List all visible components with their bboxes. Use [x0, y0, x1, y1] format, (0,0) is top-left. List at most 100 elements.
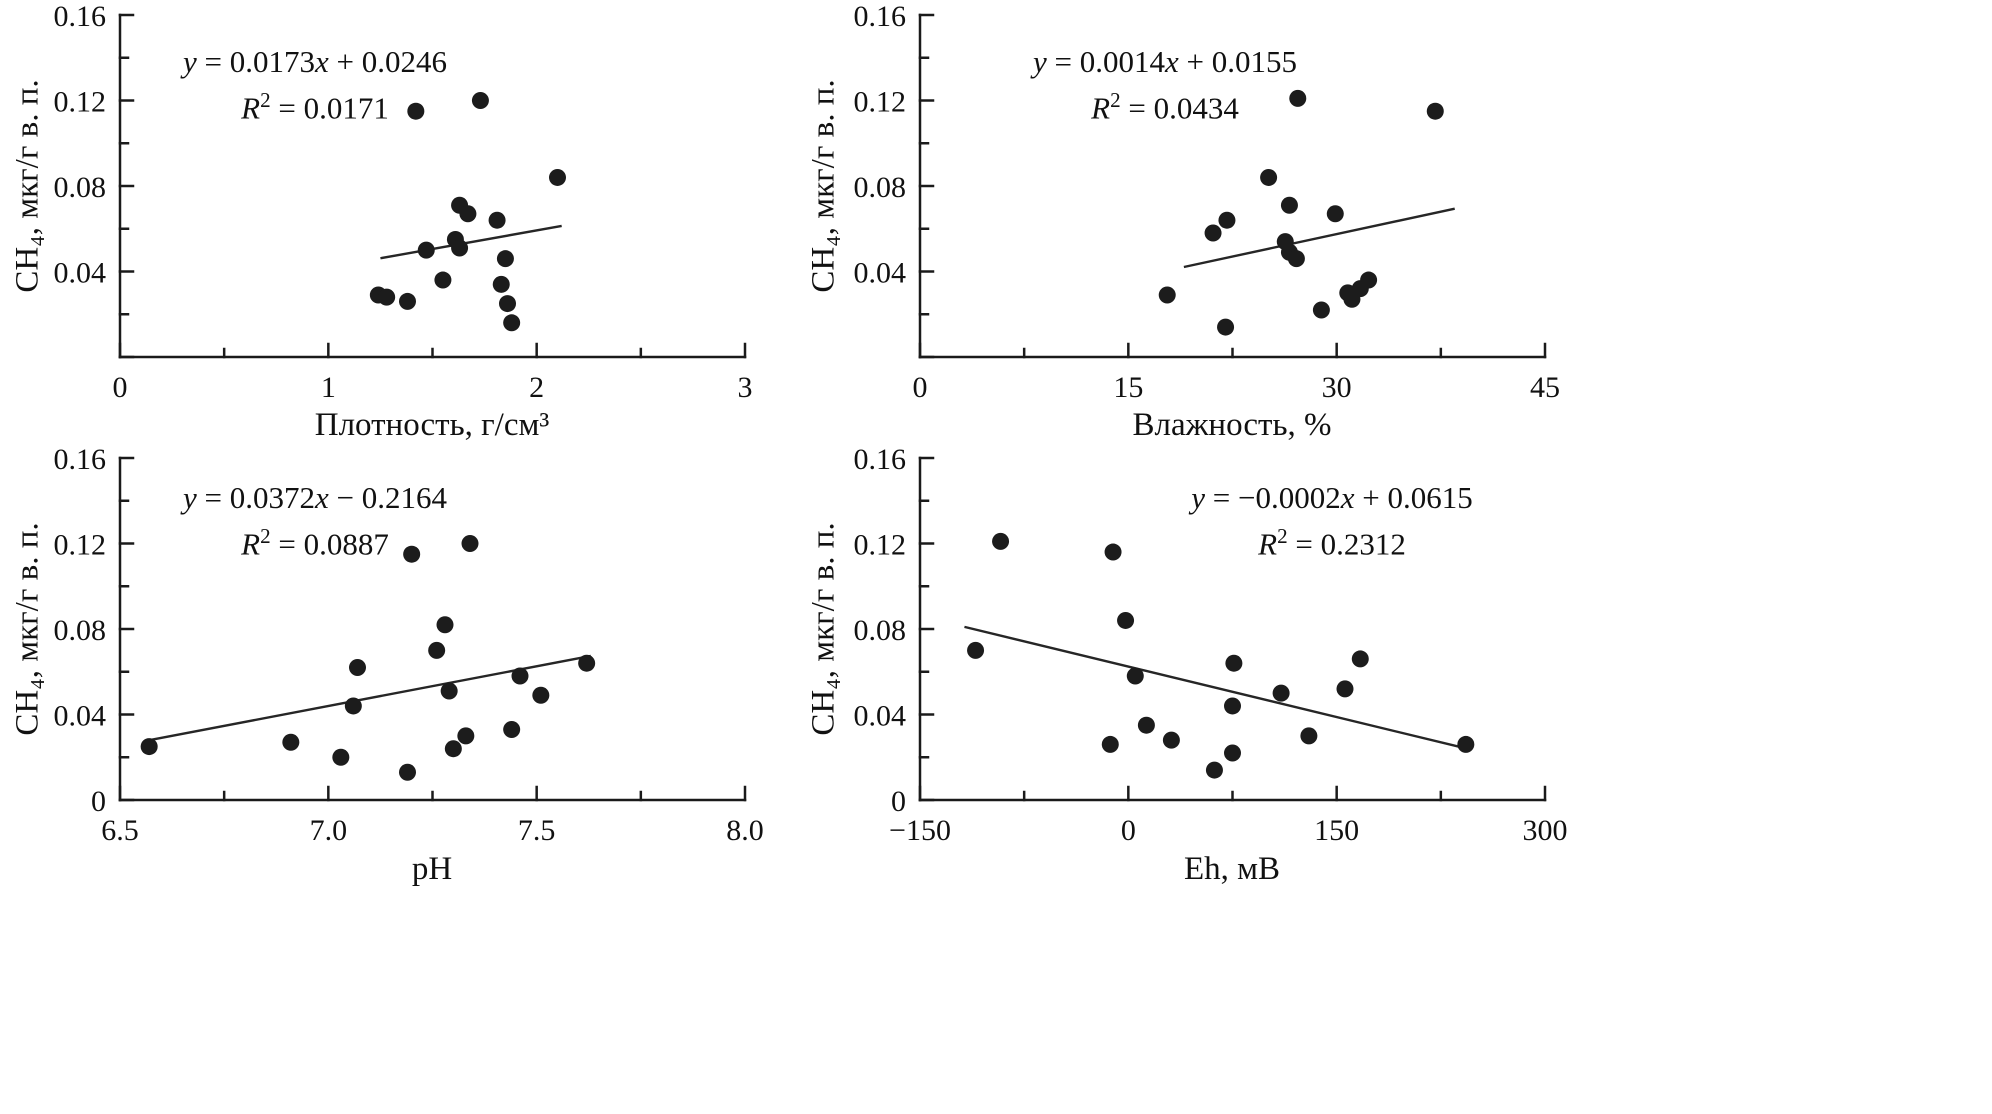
data-point	[1351, 650, 1369, 668]
x-tick-label: 3	[738, 371, 753, 404]
y-tick-label: 0.04	[54, 257, 107, 290]
data-point	[503, 314, 521, 332]
x-tick-label: 6.5	[101, 814, 139, 847]
x-tick-label: 300	[1523, 814, 1568, 847]
x-tick-label: 7.5	[518, 814, 556, 847]
data-point	[578, 654, 596, 672]
y-axis-title-ch4: CH₄, мкг/г в. п.	[9, 79, 46, 293]
y-axis-title-ch4: CH₄, мкг/г в. п.	[9, 522, 46, 736]
y-tick-label: 0.04	[854, 700, 907, 733]
x-axis-title-eh: Eh, мВ	[1183, 851, 1281, 887]
data-point	[1426, 102, 1444, 120]
data-point	[1158, 286, 1176, 304]
data-point	[511, 667, 529, 685]
x-tick-label: 8.0	[726, 814, 764, 847]
x-axis-title-density: Плотность, г/см³	[314, 407, 550, 443]
x-tick-label: 150	[1314, 814, 1359, 847]
y-tick-label: 0.16	[854, 0, 907, 33]
y-tick-label: 0	[91, 785, 106, 818]
data-point	[1260, 168, 1278, 186]
data-point	[1218, 211, 1236, 229]
r-squared-value: R2 = 0.2312	[1258, 523, 1406, 562]
data-point	[1343, 290, 1361, 308]
y-tick-label: 0.16	[54, 0, 107, 33]
x-axis-title-ph: pH	[411, 851, 453, 887]
y-tick-label: 0.12	[54, 529, 107, 562]
data-point	[1312, 301, 1330, 319]
regression-equation: y = −0.0002x + 0.0615	[1191, 480, 1473, 515]
x-tick-label: 7.0	[310, 814, 348, 847]
data-point	[403, 545, 421, 563]
y-tick-label: 0.16	[854, 443, 907, 476]
scatter-panel-moisture: 0 15 30 45 0.04 0.08 0.12 0.16	[854, 0, 1561, 404]
data-point	[440, 682, 458, 700]
y-tick-label: 0.08	[854, 171, 907, 204]
data-point	[1117, 611, 1135, 629]
data-point	[1287, 250, 1305, 268]
data-point	[332, 748, 350, 766]
data-point	[1104, 543, 1122, 561]
data-point	[1137, 716, 1155, 734]
data-point	[457, 727, 475, 745]
data-point	[1126, 667, 1144, 685]
y-tick-label: 0.08	[54, 171, 107, 204]
data-point	[488, 211, 506, 229]
scatter-panel-ph: 6.5 7.0 7.5 8.0 0 0.04 0.08 0.12 0.16	[54, 443, 764, 847]
regression-equation: y = 0.0372x − 0.2164	[183, 480, 447, 515]
equation-block-ph: y = 0.0372x − 0.2164 R2 = 0.0887	[183, 476, 447, 567]
x-tick-label: 45	[1530, 371, 1560, 404]
x-tick-label: 2	[529, 371, 544, 404]
data-point	[499, 295, 516, 313]
x-tick-label: 0	[913, 371, 928, 404]
data-point	[471, 92, 489, 109]
data-point	[444, 740, 462, 758]
data-point	[1280, 196, 1298, 214]
r-squared-value: R2 = 0.0887	[241, 523, 389, 562]
data-point	[549, 168, 566, 186]
data-point	[436, 616, 454, 634]
data-point	[344, 697, 362, 715]
r-squared-value: R2 = 0.0171	[241, 87, 389, 126]
y-tick-label: 0.12	[854, 529, 907, 562]
x-tick-label: 0	[113, 371, 128, 404]
data-point	[1272, 684, 1290, 702]
x-tick-label: −150	[889, 814, 951, 847]
data-point	[496, 250, 514, 268]
data-point	[1326, 205, 1344, 223]
trend-line	[148, 654, 592, 742]
data-point	[459, 205, 477, 223]
trend-line	[964, 625, 1468, 750]
x-tick-label: 30	[1322, 371, 1352, 404]
regression-equation: y = 0.0173x + 0.0246	[183, 44, 447, 79]
data-point	[967, 641, 985, 659]
data-point	[1224, 744, 1241, 762]
data-point	[1224, 697, 1241, 715]
y-tick-label: 0.16	[54, 443, 107, 476]
data-point	[1205, 761, 1223, 779]
y-tick-label: 0.08	[854, 614, 907, 647]
scatter-panel-density: 0 1 2 3 0.04 0.08 0.12 0.16	[54, 0, 753, 404]
y-axis-title-ch4: CH₄, мкг/г в. п.	[805, 522, 842, 736]
data-point	[492, 275, 510, 293]
y-tick-label: 0.12	[54, 86, 107, 119]
equation-block-density: y = 0.0173x + 0.0246 R2 = 0.0171	[183, 40, 447, 131]
equation-block-moisture: y = 0.0014x + 0.0155 R2 = 0.0434	[1033, 40, 1297, 131]
data-point	[1457, 735, 1475, 753]
data-point	[1204, 224, 1222, 242]
data-point	[428, 641, 446, 659]
x-tick-label: 15	[1113, 371, 1143, 404]
data-point	[451, 239, 469, 257]
data-point	[992, 532, 1010, 550]
data-point	[1217, 318, 1235, 336]
data-point	[1225, 654, 1243, 672]
data-point	[399, 292, 416, 310]
y-axis-title-ch4: CH₄, мкг/г в. п.	[805, 79, 842, 293]
data-point	[349, 658, 366, 676]
trend-line	[1183, 207, 1455, 269]
data-point	[282, 733, 300, 751]
data-point	[399, 763, 416, 781]
data-point	[417, 241, 435, 259]
